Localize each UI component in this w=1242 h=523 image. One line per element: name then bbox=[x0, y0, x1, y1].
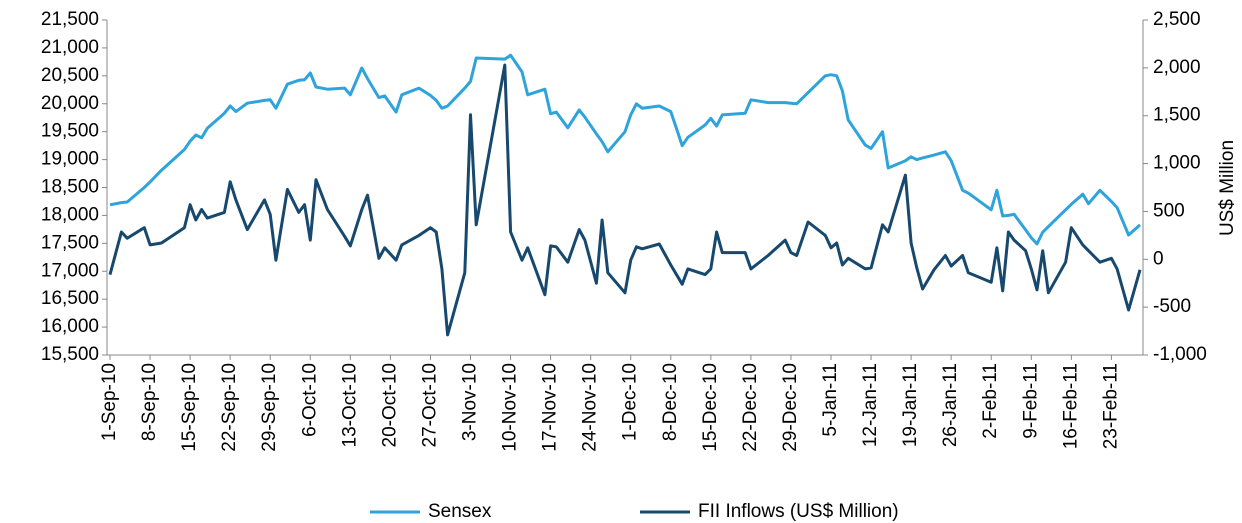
x-tick-label: 9-Feb-11 bbox=[1020, 363, 1041, 439]
x-tick-label: 29-Sep-10 bbox=[259, 363, 280, 452]
x-tick-label: 5-Jan-11 bbox=[820, 363, 841, 437]
y2-axis-label: US$ Million bbox=[1217, 140, 1238, 236]
x-tick-label: 26-Jan-11 bbox=[940, 363, 961, 447]
y-tick-label: 19,000 bbox=[41, 149, 99, 170]
legend-label: FII Inflows (US$ Million) bbox=[698, 501, 899, 522]
x-tick-label: 24-Nov-10 bbox=[580, 363, 601, 452]
y-tick-label: 21,500 bbox=[41, 9, 99, 30]
x-tick-label: 16-Feb-11 bbox=[1060, 363, 1081, 449]
series-line bbox=[109, 53, 1141, 246]
y2-tick-label: 2,500 bbox=[1153, 9, 1201, 30]
x-tick-label: 12-Jan-11 bbox=[860, 363, 881, 447]
y-tick-label: 20,000 bbox=[41, 93, 99, 114]
x-tick-label: 15-Dec-10 bbox=[700, 363, 721, 452]
y-tick-label: 18,000 bbox=[41, 204, 99, 225]
x-tick-label: 3-Nov-10 bbox=[460, 363, 481, 441]
x-tick-label: 2-Feb-11 bbox=[980, 363, 1001, 439]
y-tick-label: 17,000 bbox=[41, 260, 99, 281]
y-tick-label: 16,000 bbox=[41, 316, 99, 337]
y-tick-label: 20,500 bbox=[41, 65, 99, 86]
x-tick-label: 22-Sep-10 bbox=[219, 363, 240, 452]
y2-tick-label: -500 bbox=[1153, 296, 1191, 317]
y2-tick-label: 2,000 bbox=[1153, 57, 1201, 78]
x-tick-label: 22-Dec-10 bbox=[740, 363, 761, 452]
x-tick-label: 1-Sep-10 bbox=[99, 363, 120, 441]
series-line bbox=[108, 63, 1142, 337]
x-tick-label: 17-Nov-10 bbox=[540, 363, 561, 452]
y2-tick-label: 500 bbox=[1153, 200, 1185, 221]
x-tick-label: 1-Dec-10 bbox=[620, 363, 641, 441]
y-tick-label: 21,000 bbox=[41, 37, 99, 58]
x-tick-label: 27-Oct-10 bbox=[419, 363, 440, 447]
x-tick-label: 23-Feb-11 bbox=[1100, 363, 1121, 449]
x-tick-label: 20-Oct-10 bbox=[379, 363, 400, 447]
y2-tick-label: -1,000 bbox=[1153, 344, 1207, 365]
x-tick-label: 13-Oct-10 bbox=[339, 363, 360, 447]
x-tick-label: 29-Dec-10 bbox=[780, 363, 801, 452]
x-tick-label: 8-Dec-10 bbox=[660, 363, 681, 441]
y2-tick-label: 0 bbox=[1153, 248, 1164, 269]
y-tick-label: 18,500 bbox=[41, 177, 99, 198]
y-tick-label: 16,500 bbox=[41, 288, 99, 309]
y2-tick-label: 1,500 bbox=[1153, 105, 1201, 126]
x-tick-label: 10-Nov-10 bbox=[500, 363, 521, 452]
legend-label: Sensex bbox=[428, 501, 492, 522]
x-tick-label: 6-Oct-10 bbox=[299, 363, 320, 437]
y-tick-label: 17,500 bbox=[41, 232, 99, 253]
y-tick-label: 15,500 bbox=[41, 344, 99, 365]
y2-tick-label: 1,000 bbox=[1153, 153, 1201, 174]
y-tick-label: 19,500 bbox=[41, 121, 99, 142]
x-tick-label: 8-Sep-10 bbox=[139, 363, 160, 441]
x-tick-label: 15-Sep-10 bbox=[179, 363, 200, 452]
x-tick-label: 19-Jan-11 bbox=[900, 363, 921, 447]
